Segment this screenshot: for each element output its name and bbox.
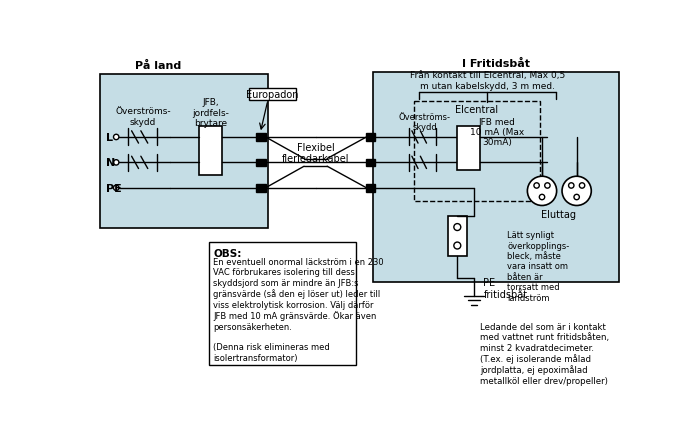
- Bar: [414, 101, 540, 201]
- Text: OBS:: OBS:: [214, 248, 242, 258]
- Bar: [365, 184, 375, 192]
- Circle shape: [113, 186, 119, 191]
- Bar: [256, 159, 265, 167]
- Circle shape: [545, 183, 550, 189]
- Text: På land: På land: [135, 60, 182, 71]
- Circle shape: [454, 224, 461, 231]
- Text: PE
fritidsbåt: PE fritidsbåt: [484, 277, 528, 299]
- Text: En eventuell onormal läckström i en 230
VAC förbrukares isolering till dess
skyd: En eventuell onormal läckström i en 230 …: [214, 258, 384, 362]
- Circle shape: [113, 160, 119, 166]
- Bar: [448, 217, 467, 257]
- Bar: [199, 127, 223, 175]
- Circle shape: [113, 135, 119, 140]
- Circle shape: [454, 243, 461, 249]
- Text: Lätt synligt
överkopplings-
bleck, måste
vara insatt om
båten är
torrsatt med
la: Lätt synligt överkopplings- bleck, måste…: [508, 230, 570, 302]
- Bar: [248, 89, 296, 101]
- Bar: [256, 184, 265, 192]
- Text: Överströms-
skydd: Överströms- skydd: [399, 113, 451, 132]
- Bar: [100, 75, 268, 228]
- Bar: [457, 127, 480, 171]
- Text: Elcentral: Elcentral: [455, 105, 498, 115]
- Circle shape: [562, 177, 592, 206]
- Circle shape: [568, 183, 574, 189]
- Text: L: L: [106, 132, 113, 143]
- Text: Flexibel
flerledarkabel: Flexibel flerledarkabel: [282, 142, 349, 164]
- Circle shape: [580, 183, 584, 189]
- Text: Överströms-
skydd: Överströms- skydd: [116, 107, 171, 126]
- Text: N: N: [106, 158, 116, 168]
- Text: JFB,
jordfels-
brytare: JFB, jordfels- brytare: [193, 98, 230, 128]
- Circle shape: [527, 177, 556, 206]
- Text: Ledande del som är i kontakt
med vattnet runt fritidsbåten,
minst 2 kvadratdecim: Ledande del som är i kontakt med vattnet…: [480, 322, 610, 385]
- Text: Eluttag: Eluttag: [542, 209, 577, 219]
- Bar: [365, 134, 375, 141]
- Text: PE: PE: [106, 183, 122, 194]
- Text: Europadon: Europadon: [246, 89, 299, 100]
- Circle shape: [534, 183, 539, 189]
- Bar: [372, 73, 619, 282]
- Text: JFB med
10 mA (Max
30mA): JFB med 10 mA (Max 30mA): [470, 117, 524, 147]
- Bar: [209, 242, 356, 365]
- Text: Från kontakt till Elcentral, Max 0,5
m utan kabelskydd, 3 m med.: Från kontakt till Elcentral, Max 0,5 m u…: [410, 71, 565, 90]
- Bar: [256, 134, 265, 141]
- Bar: [365, 159, 375, 167]
- Circle shape: [574, 195, 580, 200]
- Text: I Fritidsbåt: I Fritidsbåt: [462, 59, 530, 69]
- Circle shape: [539, 195, 545, 200]
